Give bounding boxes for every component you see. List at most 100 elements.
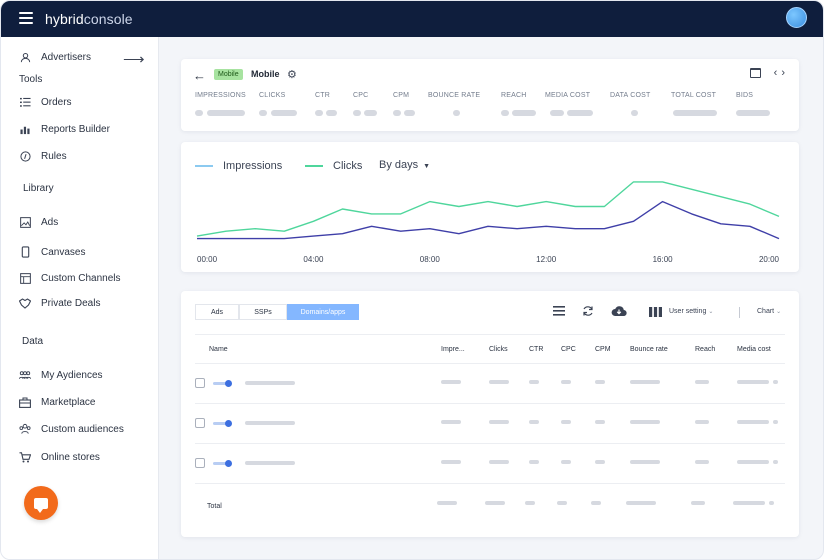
custom-audience-icon: [19, 423, 31, 435]
col-header-clicks[interactable]: Clicks: [489, 346, 508, 353]
sidebar-item-custom-channels[interactable]: Custom Channels: [19, 272, 120, 284]
sidebar-item-label: Ads: [41, 216, 59, 228]
channels-icon: [19, 272, 31, 284]
skeleton: [557, 501, 567, 505]
skeleton: [673, 110, 717, 116]
menu-icon[interactable]: [19, 12, 33, 24]
skeleton: [736, 110, 770, 116]
sidebar-item-custom-audiences[interactable]: Custom audiences: [19, 423, 124, 435]
x-tick-label: 20:00: [759, 255, 780, 264]
col-header-impressions[interactable]: Impre...: [441, 346, 465, 353]
user-setting-select[interactable]: User setting ⌄: [669, 308, 714, 315]
sidebar-item-orders[interactable]: Orders: [19, 96, 72, 108]
sidebar-item-online-stores[interactable]: Online stores: [19, 451, 100, 463]
skeleton: [773, 420, 778, 424]
col-header-cpm[interactable]: CPM: [595, 346, 611, 353]
sidebar-item-advertisers[interactable]: Advertisers: [19, 51, 91, 63]
skeleton: [630, 460, 660, 464]
skeleton: [315, 110, 323, 116]
back-arrow-icon[interactable]: ←: [193, 68, 206, 83]
col-header-cpc[interactable]: CPC: [561, 346, 576, 353]
row-checkbox[interactable]: [195, 418, 205, 428]
sidebar-item-rules[interactable]: Rules: [19, 150, 67, 162]
skeleton: [737, 380, 769, 384]
row-toggle[interactable]: [213, 420, 232, 427]
sidebar-item-private-deals[interactable]: Private Deals: [19, 297, 100, 309]
sidebar-item-canvases[interactable]: Canvases: [19, 246, 85, 258]
skeleton: [441, 380, 461, 384]
skeleton: [489, 460, 509, 464]
row-checkbox[interactable]: [195, 458, 205, 468]
skeleton: [561, 420, 571, 424]
row-toggle[interactable]: [213, 460, 232, 467]
legend-impressions[interactable]: Impressions: [195, 160, 282, 172]
metric-data-cost: DATA COST: [610, 92, 651, 99]
metric-bids: BIDS: [736, 92, 754, 99]
col-header-media-cost[interactable]: Media cost: [737, 346, 771, 353]
briefcase-icon: [19, 396, 31, 408]
cloud-download-icon[interactable]: [611, 305, 627, 320]
bar-chart-icon: [19, 123, 31, 135]
row-checkbox[interactable]: [195, 378, 205, 388]
columns-icon[interactable]: [649, 307, 662, 320]
list-view-icon[interactable]: [553, 306, 565, 319]
skeleton: [561, 460, 571, 464]
sidebar-item-reports-builder[interactable]: Reports Builder: [19, 123, 110, 135]
chart-toggle-select[interactable]: Chart ⌄: [757, 308, 782, 315]
sidebar-item-label: Orders: [41, 96, 72, 108]
tab-domains-apps[interactable]: Domains/apps: [287, 304, 359, 320]
col-header-name[interactable]: Name: [209, 346, 228, 353]
tab-ads[interactable]: Ads: [195, 304, 239, 320]
skeleton: [630, 420, 660, 424]
col-header-bounce-rate[interactable]: Bounce rate: [630, 346, 668, 353]
calendar-icon[interactable]: [750, 68, 761, 78]
metric-impressions: IMPRESSIONS: [195, 92, 246, 99]
brand-logo[interactable]: hybridconsole: [45, 11, 133, 27]
metric-bounce-rate: BOUNCE RATE: [428, 92, 481, 99]
sidebar-item-label: Rules: [41, 150, 67, 162]
skeleton: [631, 110, 638, 116]
col-header-reach[interactable]: Reach: [695, 346, 716, 353]
series-line-clicks: [196, 181, 780, 237]
legend-clicks[interactable]: Clicks: [305, 160, 362, 172]
skeleton: [512, 110, 536, 116]
sidebar-item-ads[interactable]: Ads: [19, 216, 58, 228]
skeleton: [393, 110, 401, 116]
prev-next-icon[interactable]: ‹›: [773, 67, 789, 79]
metric-cpm: CPM: [393, 92, 410, 99]
refresh-icon[interactable]: [582, 305, 594, 320]
skeleton: [550, 110, 564, 116]
tab-ssps[interactable]: SSPs: [239, 304, 287, 320]
list-icon: [19, 96, 31, 108]
section-library: Library: [23, 183, 54, 194]
legend-swatch: [195, 165, 213, 167]
caret-down-icon: ⌄: [776, 309, 782, 315]
user-avatar[interactable]: [786, 7, 807, 28]
user-icon: [19, 51, 31, 63]
legend-swatch: [305, 165, 323, 167]
metric-ctr: CTR: [315, 92, 330, 99]
skeleton: [245, 381, 295, 385]
top-bar: hybridconsole: [1, 1, 823, 37]
col-header-ctr[interactable]: CTR: [529, 346, 544, 353]
chat-button[interactable]: [24, 486, 58, 520]
skeleton: [691, 501, 705, 505]
skeleton: [773, 380, 778, 384]
sidebar-item-marketplace[interactable]: Marketplace: [19, 396, 95, 408]
period-select[interactable]: By days ▼: [379, 159, 431, 171]
x-tick-label: 16:00: [653, 255, 674, 264]
chat-icon: [34, 497, 48, 513]
total-label: Total: [207, 503, 222, 510]
phone-icon: [19, 246, 31, 258]
row-toggle[interactable]: [213, 380, 232, 387]
skeleton: [591, 501, 601, 505]
gear-icon[interactable]: ⚙: [287, 69, 297, 81]
metric-cpc: CPC: [353, 92, 369, 99]
arrow-right-icon[interactable]: ⟶: [123, 51, 145, 68]
series-line-impressions: [197, 200, 780, 240]
skeleton: [529, 420, 539, 424]
skeleton: [271, 110, 297, 116]
x-tick-label: 00:00: [197, 255, 218, 264]
sidebar-item-my-audiences[interactable]: My Aydiences: [19, 369, 103, 381]
